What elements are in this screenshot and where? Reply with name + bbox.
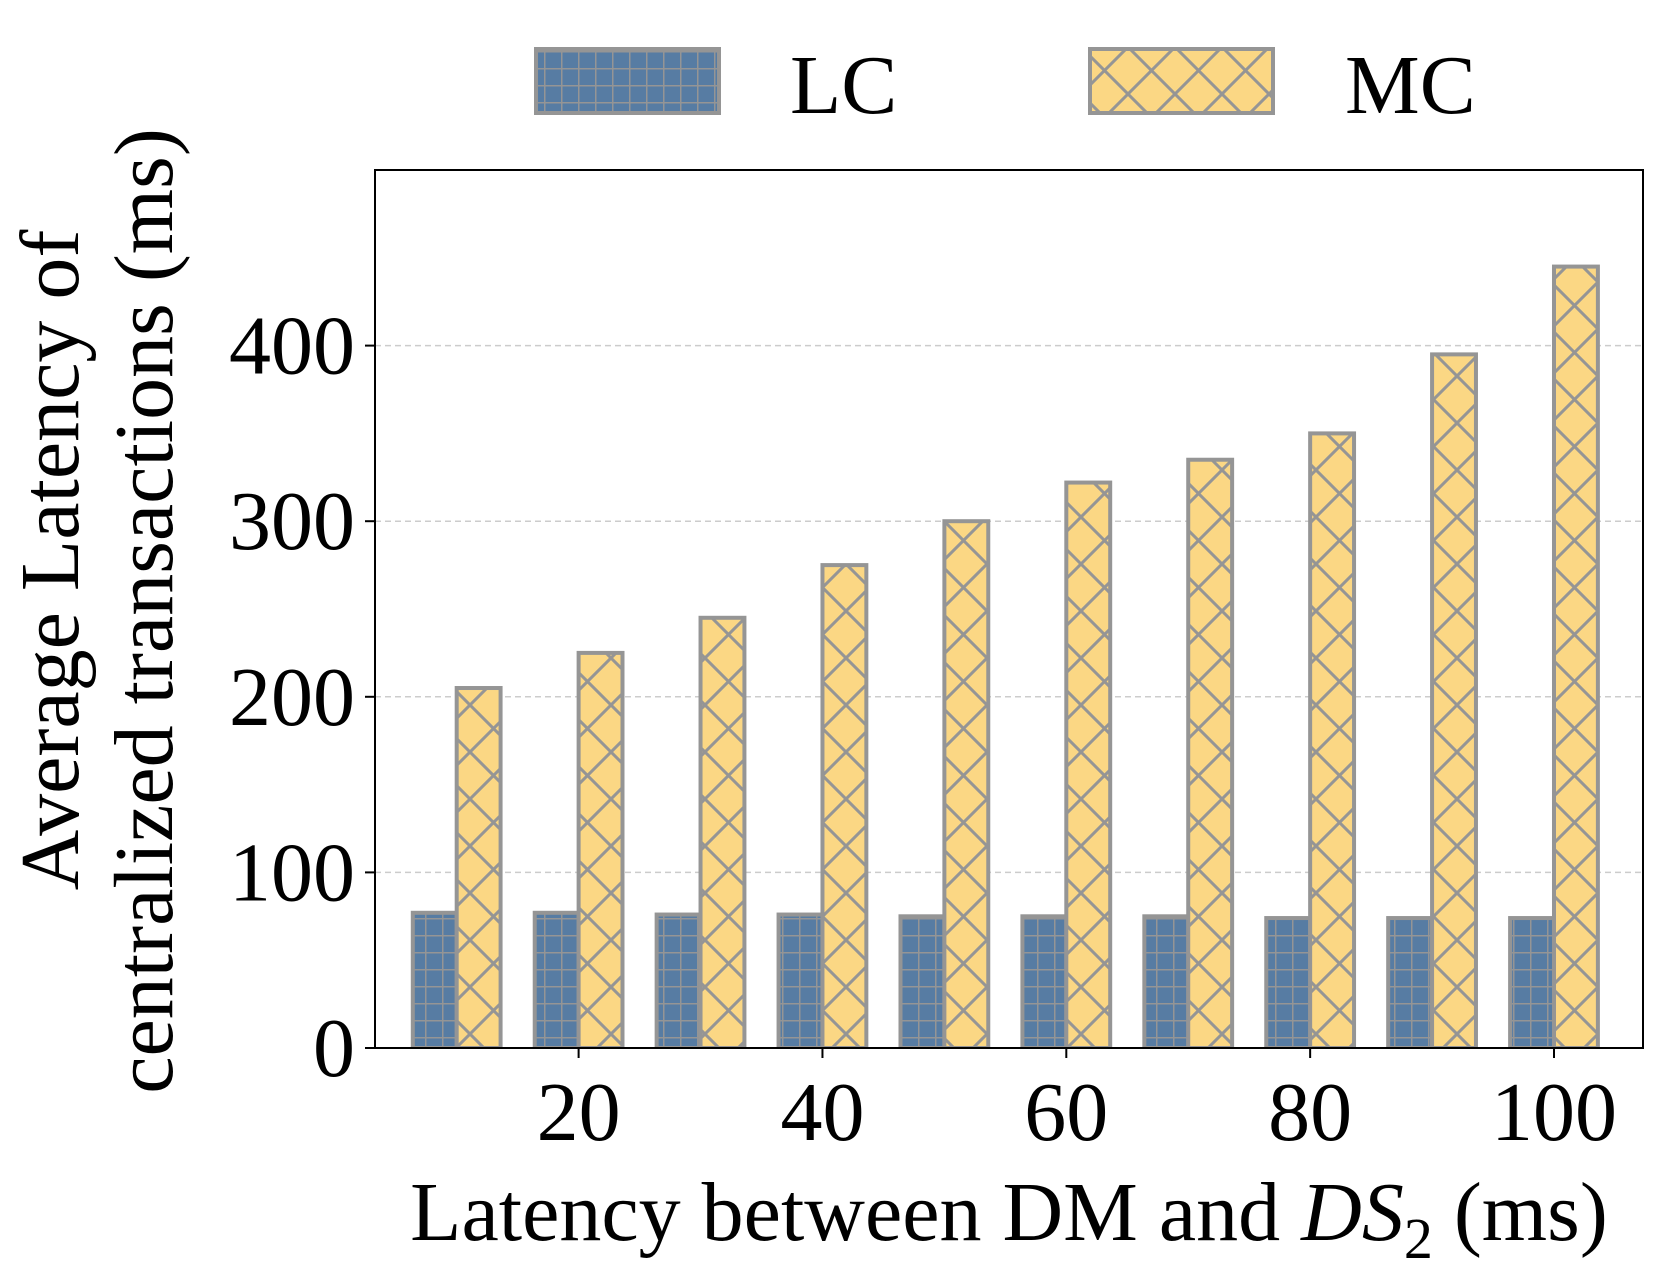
legend-label-lc: LC — [790, 39, 897, 132]
bar-mc-30 — [698, 615, 747, 1048]
bar-lc-100 — [1508, 916, 1556, 1048]
legend-item-mc: MC — [1088, 39, 1476, 132]
bar-mc-80 — [1308, 431, 1357, 1048]
bar-mc-60 — [1064, 480, 1113, 1048]
bar-mc-40 — [820, 563, 869, 1048]
bar-lc-30 — [654, 912, 703, 1048]
bar-mc-10 — [454, 686, 503, 1048]
legend-item-lc: LC — [534, 39, 897, 132]
bar-lc-70 — [1142, 914, 1191, 1048]
x-tick-label-80: 80 — [1268, 1066, 1352, 1159]
legend-swatch-pattern-mc — [1088, 47, 1275, 115]
legend-label-mc: MC — [1345, 39, 1476, 132]
x-tick-label-20: 20 — [537, 1066, 621, 1159]
y-tick-label-300: 300 — [229, 475, 355, 568]
bar-mc-20 — [576, 650, 625, 1048]
bars — [410, 264, 1600, 1048]
x-tick-label-60: 60 — [1024, 1066, 1108, 1159]
bar-mc-90 — [1430, 352, 1478, 1048]
bar-lc-50 — [898, 914, 947, 1048]
plot-frame — [374, 169, 1644, 1049]
bar-lc-90 — [1386, 916, 1435, 1048]
x-axis-title-suffix: (ms) — [1433, 1166, 1608, 1259]
bar-lc-80 — [1264, 916, 1313, 1048]
bar-lc-60 — [1020, 914, 1069, 1048]
y-axis-ticks: 0 100 200 300 400 — [229, 300, 375, 1095]
bar-lc-10 — [410, 910, 459, 1048]
x-axis-title-math: DS — [1300, 1166, 1404, 1259]
bar-mc-100 — [1551, 264, 1600, 1048]
y-axis-title-line-2: centralized transactions (ms) — [98, 128, 191, 1094]
x-tick-label-40: 40 — [780, 1066, 864, 1159]
bar-lc-40 — [776, 912, 825, 1048]
x-axis-title: Latency between DM and DS2 (ms) — [410, 1166, 1608, 1271]
y-tick-label-400: 400 — [229, 300, 355, 393]
legend-swatch-pattern-lc — [534, 47, 721, 115]
y-tick-label-0: 0 — [313, 1002, 355, 1095]
bar-lc-20 — [532, 910, 581, 1048]
x-axis-ticks: 20 40 60 80 100 — [537, 1048, 1617, 1159]
legend: LC MC — [534, 39, 1476, 132]
x-tick-label-100: 100 — [1491, 1066, 1617, 1159]
x-axis-title-prefix: Latency between DM and — [410, 1166, 1301, 1259]
y-tick-label-100: 100 — [229, 826, 355, 919]
bar-mc-50 — [942, 519, 991, 1048]
y-tick-label-200: 200 — [229, 651, 355, 744]
x-axis-title-subscript: 2 — [1404, 1206, 1433, 1271]
y-axis-title-line-1: Average Latency of — [4, 230, 97, 891]
bar-mc-70 — [1186, 457, 1235, 1048]
